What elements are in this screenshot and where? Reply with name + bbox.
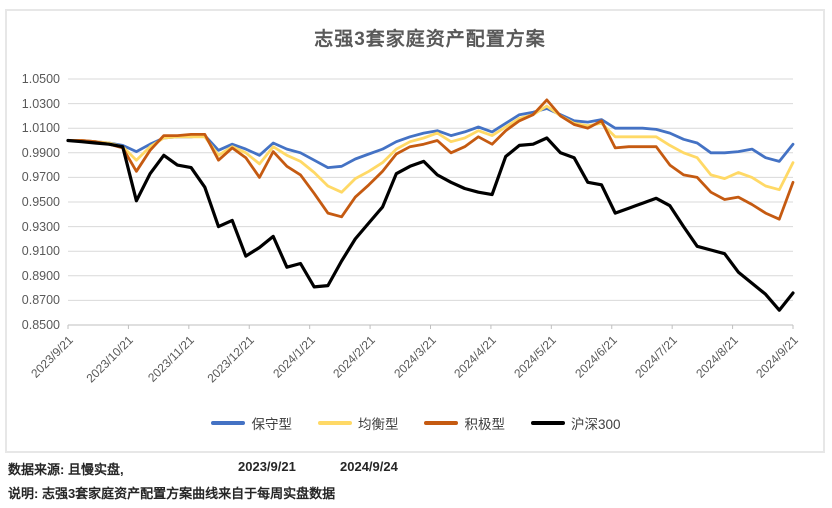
legend-label: 积极型 — [464, 417, 505, 432]
footer-source-label: 数据来源: 且慢实盘, — [8, 462, 124, 477]
y-axis-tick-label: 0.9100 — [21, 244, 60, 259]
legend-label: 沪深300 — [570, 417, 621, 432]
y-axis-tick-label: 0.8700 — [21, 293, 60, 308]
legend-item-沪深300: 沪深300 — [530, 413, 621, 433]
footer-end-date: 2024/9/24 — [340, 459, 398, 474]
legend-line-swatch — [211, 421, 246, 425]
y-axis-tick-label: 0.8900 — [21, 268, 60, 283]
series-line-积极型 — [66, 98, 795, 221]
y-axis-tick-label: 0.9700 — [21, 170, 60, 185]
legend-item-保守型: 保守型 — [211, 413, 292, 433]
y-axis-tick-label: 0.9300 — [21, 219, 60, 234]
legend-line-swatch — [424, 421, 459, 425]
legend-item-积极型: 积极型 — [424, 413, 505, 433]
series-line-均衡型 — [66, 104, 795, 194]
y-axis-tick-label: 1.0300 — [21, 96, 60, 111]
legend-label: 保守型 — [251, 417, 292, 432]
y-axis-tick-label: 1.0100 — [21, 121, 60, 136]
legend-item-均衡型: 均衡型 — [317, 413, 399, 433]
series-line-沪深300 — [66, 136, 795, 312]
legend-line-swatch — [317, 421, 352, 425]
legend-line-swatch — [530, 421, 565, 425]
legend: 保守型 均衡型 积极型 沪深300 — [0, 413, 832, 433]
y-axis-tick-label: 0.9900 — [21, 145, 60, 160]
footer-start-date: 2023/9/21 — [238, 459, 296, 474]
footer-note: 说明: 志强3套家庭资产配置方案曲线来自于每周实盘数据 — [8, 486, 336, 501]
chart-title: 志强3套家庭资产配置方案 — [314, 29, 546, 50]
legend-label: 均衡型 — [357, 417, 399, 432]
y-axis-tick-label: 0.9500 — [21, 195, 60, 209]
y-axis-tick-label: 0.8500 — [21, 318, 60, 332]
y-axis-tick-label: 1.0500 — [21, 72, 60, 86]
